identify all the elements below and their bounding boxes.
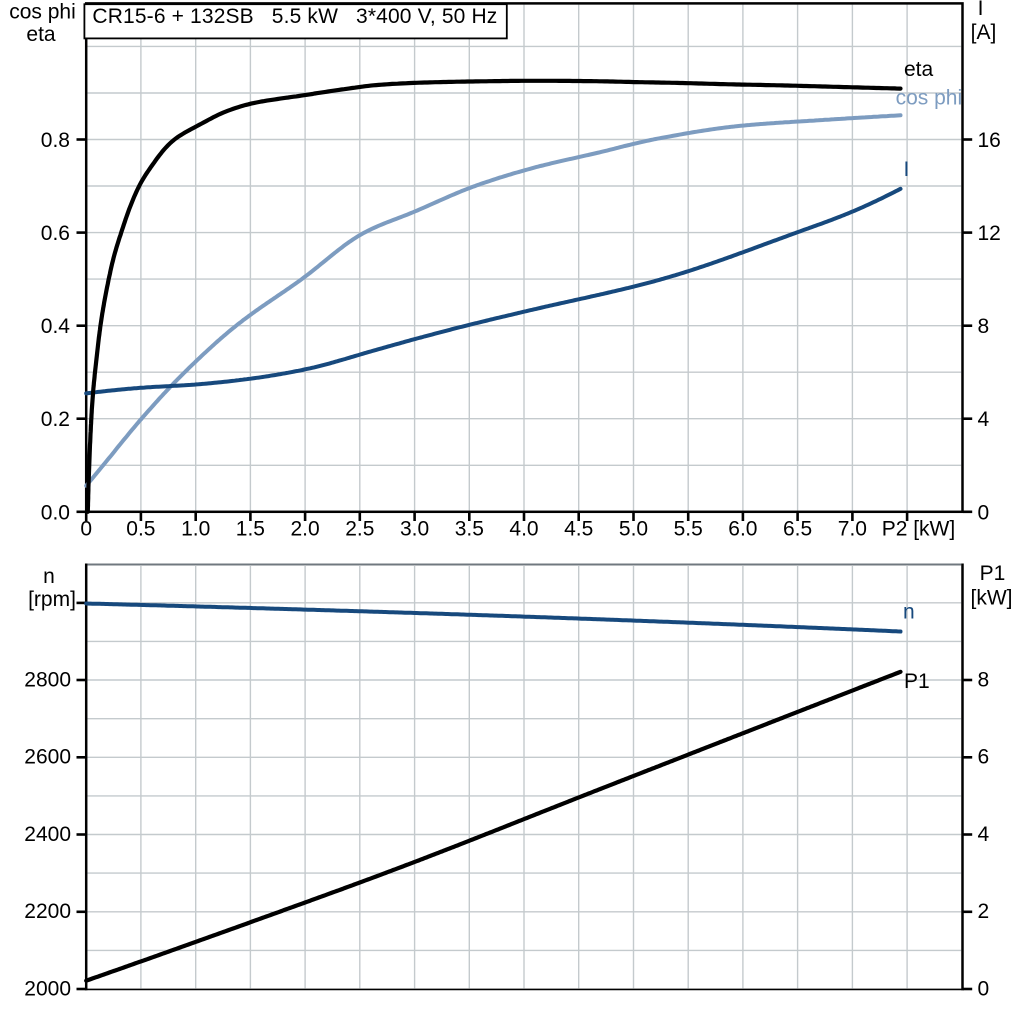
svg-text:2200: 2200 — [24, 900, 71, 923]
svg-text:5.5: 5.5 — [674, 518, 703, 541]
svg-text:0.2: 0.2 — [41, 408, 70, 431]
svg-text:4: 4 — [978, 823, 990, 846]
svg-text:eta: eta — [904, 58, 934, 81]
svg-text:P1: P1 — [904, 670, 930, 693]
svg-text:3.5: 3.5 — [455, 518, 484, 541]
svg-text:5.0: 5.0 — [619, 518, 648, 541]
svg-text:I: I — [904, 158, 910, 181]
svg-text:2.5: 2.5 — [345, 518, 374, 541]
svg-text:2800: 2800 — [24, 668, 71, 691]
svg-text:2000: 2000 — [24, 977, 71, 1000]
svg-text:8: 8 — [978, 315, 990, 338]
svg-text:0: 0 — [978, 501, 990, 524]
svg-text:2600: 2600 — [24, 746, 71, 769]
svg-text:8: 8 — [978, 668, 990, 691]
svg-text:4.0: 4.0 — [509, 518, 538, 541]
svg-text:I: I — [978, 0, 984, 20]
svg-text:2400: 2400 — [24, 823, 71, 846]
svg-text:0.5: 0.5 — [126, 518, 155, 541]
svg-text:7.0: 7.0 — [838, 518, 867, 541]
svg-text:1.5: 1.5 — [236, 518, 265, 541]
svg-text:2.0: 2.0 — [290, 518, 319, 541]
svg-text:12: 12 — [978, 222, 1001, 245]
svg-text:0.0: 0.0 — [41, 501, 70, 524]
svg-text:16: 16 — [978, 129, 1001, 152]
svg-text:n: n — [43, 565, 55, 588]
svg-text:[A]: [A] — [971, 21, 997, 44]
svg-text:0.4: 0.4 — [41, 315, 71, 338]
svg-text:[rpm]: [rpm] — [28, 588, 76, 611]
svg-text:P1: P1 — [980, 562, 1006, 585]
svg-text:n: n — [903, 601, 915, 624]
svg-text:6: 6 — [978, 746, 990, 769]
svg-text:4: 4 — [978, 408, 990, 431]
svg-text:1.0: 1.0 — [181, 518, 210, 541]
svg-text:0.6: 0.6 — [41, 222, 70, 245]
svg-text:2: 2 — [978, 900, 990, 923]
svg-text:3.0: 3.0 — [400, 518, 429, 541]
svg-text:cos phi: cos phi — [896, 87, 963, 110]
svg-text:4.5: 4.5 — [564, 518, 593, 541]
svg-text:eta: eta — [26, 23, 56, 46]
svg-text:CR15-6 + 132SB 5.5 kW 3*40: CR15-6 + 132SB 5.5 kW 3*400 V, 50 Hz — [92, 5, 497, 28]
svg-text:6.0: 6.0 — [728, 518, 757, 541]
svg-text:cos phi: cos phi — [9, 1, 76, 24]
svg-text:0: 0 — [80, 518, 92, 541]
svg-text:P2 [kW]: P2 [kW] — [882, 518, 956, 541]
svg-text:6.5: 6.5 — [783, 518, 812, 541]
svg-text:0.8: 0.8 — [41, 129, 70, 152]
svg-text:[kW]: [kW] — [971, 587, 1013, 610]
svg-text:0: 0 — [978, 977, 990, 1000]
